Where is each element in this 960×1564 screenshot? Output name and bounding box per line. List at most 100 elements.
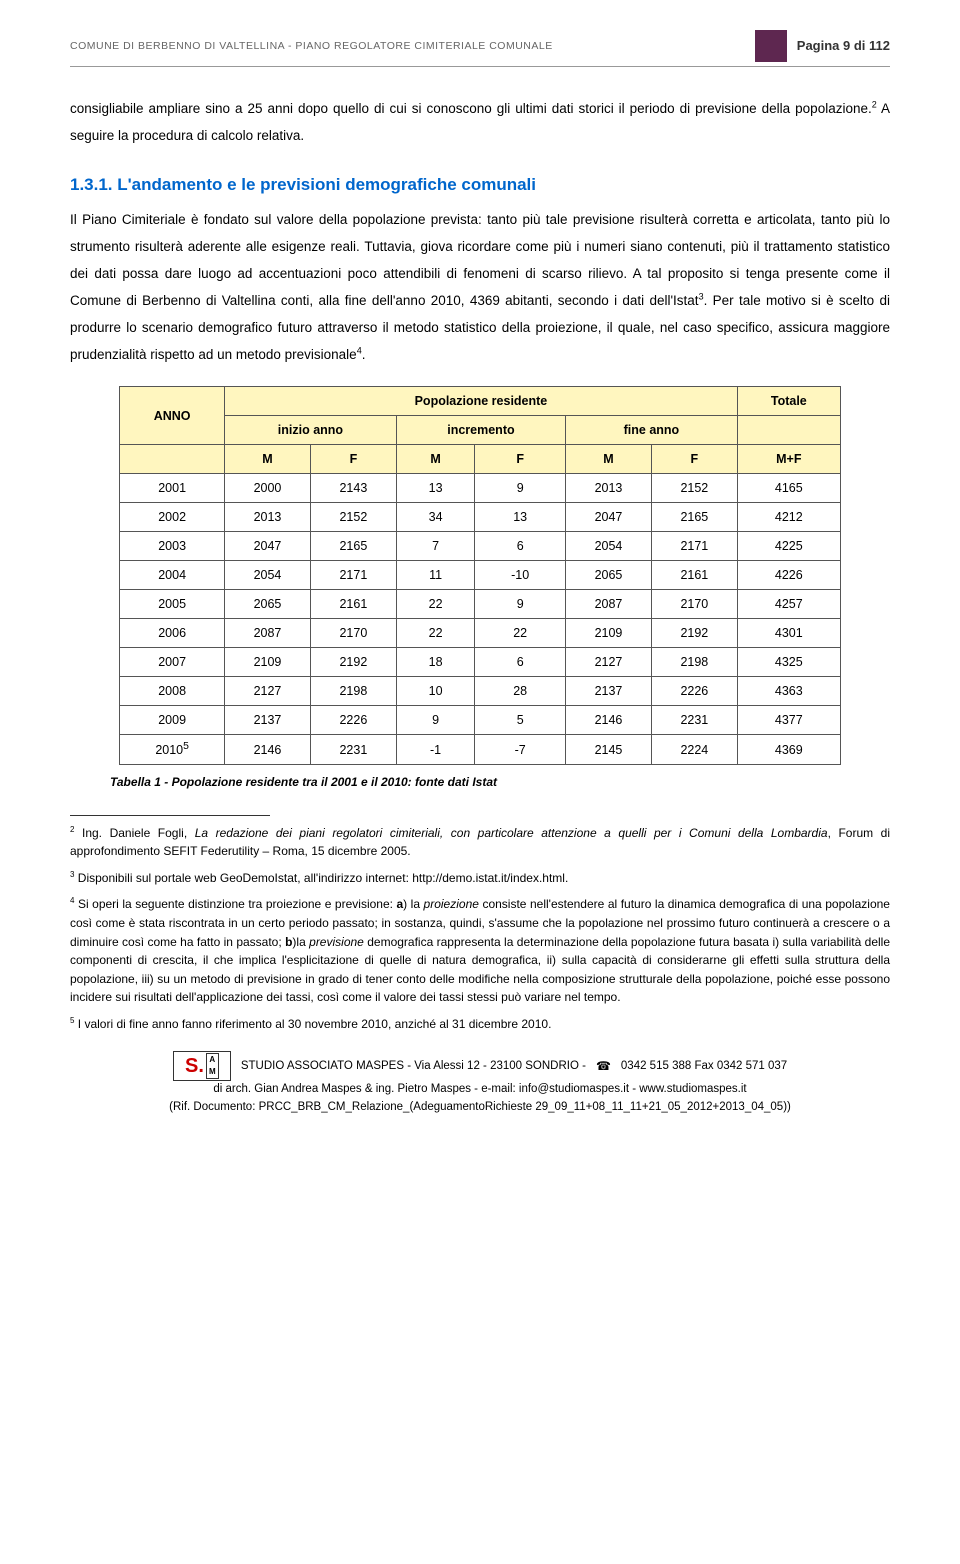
table-cell: 2152 xyxy=(651,474,737,503)
table-cell: 4165 xyxy=(737,474,840,503)
table-cell: 2145 xyxy=(566,735,652,765)
table-cell: 2127 xyxy=(225,677,311,706)
table-row: 20042054217111-10206521614226 xyxy=(120,561,841,590)
table-cell: 9 xyxy=(396,706,475,735)
footnote-2: 2 Ing. Daniele Fogli, La redazione dei p… xyxy=(70,824,890,861)
table-cell: 2146 xyxy=(225,735,311,765)
header-doc-title: COMUNE DI BERBENNO DI VALTELLINA - PIANO… xyxy=(70,38,745,55)
footer-address-b: 0342 515 388 Fax 0342 571 037 xyxy=(621,1058,787,1075)
table-cell: 6 xyxy=(475,532,566,561)
table-cell: 11 xyxy=(396,561,475,590)
table-cell: 2000 xyxy=(225,474,311,503)
table-cell: 6 xyxy=(475,648,566,677)
table-cell: 2137 xyxy=(225,706,311,735)
table-cell: 2146 xyxy=(566,706,652,735)
th-f1: F xyxy=(310,445,396,474)
table-row: 2002201321523413204721654212 xyxy=(120,503,841,532)
section-heading: 1.3.1. L'andamento e le previsioni demog… xyxy=(70,171,890,198)
th-fine: fine anno xyxy=(566,416,738,445)
table-header-row-3: M F M F M F M+F xyxy=(120,445,841,474)
table-cell: 4369 xyxy=(737,735,840,765)
table-cell: 2109 xyxy=(566,619,652,648)
th-m3: M xyxy=(566,445,652,474)
table-cell: 2047 xyxy=(566,503,652,532)
table-caption: Tabella 1 - Popolazione residente tra il… xyxy=(110,773,890,792)
table-cell: -10 xyxy=(475,561,566,590)
table-cell: 4226 xyxy=(737,561,840,590)
th-incremento: incremento xyxy=(396,416,565,445)
table-cell: -1 xyxy=(396,735,475,765)
table-cell: 7 xyxy=(396,532,475,561)
table-cell: 2127 xyxy=(566,648,652,677)
table-row: 20032047216576205421714225 xyxy=(120,532,841,561)
table-cell: 22 xyxy=(475,619,566,648)
table-cell: 34 xyxy=(396,503,475,532)
th-blank xyxy=(120,445,225,474)
table-cell: 9 xyxy=(475,590,566,619)
table-cell: 2198 xyxy=(651,648,737,677)
table-cell: 2006 xyxy=(120,619,225,648)
table-cell: 2161 xyxy=(651,561,737,590)
table-cell: 2226 xyxy=(651,677,737,706)
table-cell: 2054 xyxy=(566,532,652,561)
footer-line-2: di arch. Gian Andrea Maspes & ing. Pietr… xyxy=(70,1081,890,1098)
fn4-i2: previsione xyxy=(309,935,364,949)
table-row: 2006208721702222210921924301 xyxy=(120,619,841,648)
table-cell: 2226 xyxy=(310,706,396,735)
table-row: 200721092192186212721984325 xyxy=(120,648,841,677)
table-cell: 2170 xyxy=(651,590,737,619)
page-footer: S.AM STUDIO ASSOCIATO MASPES - Via Aless… xyxy=(70,1051,890,1116)
table-cell: 2001 xyxy=(120,474,225,503)
th-f2: F xyxy=(475,445,566,474)
fn4-i1: proiezione xyxy=(424,897,479,911)
table-cell: 18 xyxy=(396,648,475,677)
paragraph-intro: consigliabile ampliare sino a 25 anni do… xyxy=(70,95,890,149)
table-cell: 2013 xyxy=(566,474,652,503)
footnote-3: 3 Disponibili sul portale web GeoDemoIst… xyxy=(70,869,890,888)
table-cell: 2004 xyxy=(120,561,225,590)
table-cell: 4325 xyxy=(737,648,840,677)
table-cell: 2192 xyxy=(310,648,396,677)
footnote-5: 5 I valori di fine anno fanno riferiment… xyxy=(70,1015,890,1034)
table-cell: 2171 xyxy=(310,561,396,590)
studio-logo: S.AM xyxy=(173,1051,231,1081)
th-mf: M+F xyxy=(737,445,840,474)
th-m1: M xyxy=(225,445,311,474)
table-cell: 2087 xyxy=(566,590,652,619)
table-header-row-2: inizio anno incremento fine anno xyxy=(120,416,841,445)
table-cell: 2192 xyxy=(651,619,737,648)
footer-line-3: (Rif. Documento: PRCC_BRB_CM_Relazione_(… xyxy=(70,1099,890,1116)
table-cell: 2007 xyxy=(120,648,225,677)
page-header: COMUNE DI BERBENNO DI VALTELLINA - PIANO… xyxy=(70,30,890,67)
paragraph-main: Il Piano Cimiteriale è fondato sul valor… xyxy=(70,206,890,368)
table-cell: 4225 xyxy=(737,532,840,561)
table-cell: 22 xyxy=(396,619,475,648)
footer-line-1: S.AM STUDIO ASSOCIATO MASPES - Via Aless… xyxy=(70,1051,890,1081)
th-inizio: inizio anno xyxy=(225,416,397,445)
table-cell: 2231 xyxy=(310,735,396,765)
table-cell: 2065 xyxy=(566,561,652,590)
table-cell: 4363 xyxy=(737,677,840,706)
header-page-number: Pagina 9 di 112 xyxy=(797,36,890,57)
table-cell: 2054 xyxy=(225,561,311,590)
table-cell: 13 xyxy=(475,503,566,532)
table-cell: -7 xyxy=(475,735,566,765)
footnote-separator xyxy=(70,815,270,816)
table-cell: 2143 xyxy=(310,474,396,503)
table-cell: 2005 xyxy=(120,590,225,619)
table-row: 2008212721981028213722264363 xyxy=(120,677,841,706)
table-cell: 13 xyxy=(396,474,475,503)
phone-icon: ☎ xyxy=(596,1057,611,1075)
para1-text: consigliabile ampliare sino a 25 anni do… xyxy=(70,101,872,116)
fn2-italic: La redazione dei piani regolatori cimite… xyxy=(195,826,828,840)
table-cell: 2109 xyxy=(225,648,311,677)
table-cell: 2002 xyxy=(120,503,225,532)
para2-end: . xyxy=(362,347,366,362)
table-cell: 2165 xyxy=(310,532,396,561)
table-cell: 2198 xyxy=(310,677,396,706)
table-cell: 9 xyxy=(475,474,566,503)
table-cell: 2165 xyxy=(651,503,737,532)
th-empty xyxy=(737,416,840,445)
table-cell: 2008 xyxy=(120,677,225,706)
table-cell: 2047 xyxy=(225,532,311,561)
